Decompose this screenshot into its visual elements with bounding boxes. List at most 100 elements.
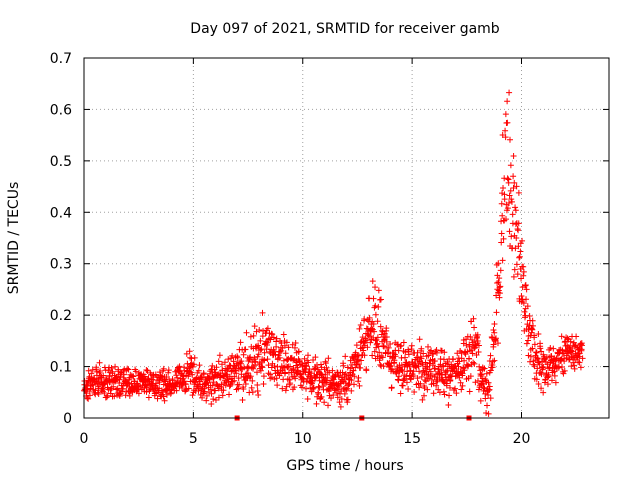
- data-point: [161, 397, 168, 404]
- data-point: [504, 119, 511, 126]
- data-point: [498, 239, 505, 246]
- data-point: [417, 380, 424, 387]
- data-point: [521, 308, 528, 315]
- data-point: [354, 356, 361, 363]
- data-point: [505, 199, 512, 206]
- data-point: [459, 370, 466, 377]
- data-point: [450, 356, 457, 363]
- data-point: [303, 363, 310, 370]
- data-point: [299, 384, 306, 391]
- data-point: [335, 372, 342, 379]
- data-point: [237, 339, 244, 346]
- data-point: [270, 334, 277, 341]
- data-point: [552, 379, 559, 386]
- data-point: [468, 336, 475, 343]
- data-point: [561, 358, 568, 365]
- data-point: [433, 382, 440, 389]
- y-tick-label: 0.7: [50, 51, 72, 67]
- data-point: [135, 390, 142, 397]
- data-point: [480, 381, 487, 388]
- data-point: [496, 284, 503, 291]
- data-point: [299, 363, 306, 370]
- data-point: [369, 278, 376, 285]
- data-point: [486, 383, 493, 390]
- data-point: [504, 205, 511, 212]
- chart-title: Day 097 of 2021, SRMTID for receiver gam…: [190, 21, 500, 37]
- data-point: [383, 334, 390, 341]
- data-point: [207, 386, 214, 393]
- data-point: [461, 357, 468, 364]
- data-point: [416, 384, 423, 391]
- data-point: [512, 207, 519, 214]
- data-point: [510, 153, 517, 160]
- data-point: [225, 356, 232, 363]
- data-point: [496, 275, 503, 282]
- data-point: [247, 354, 254, 361]
- plot-frame: [83, 57, 610, 419]
- data-point: [428, 347, 435, 354]
- data-point: [350, 367, 357, 374]
- data-point: [579, 342, 586, 349]
- data-point: [316, 384, 323, 391]
- data-point: [540, 389, 547, 396]
- data-point: [448, 361, 455, 368]
- data-point: [325, 355, 332, 362]
- data-point: [571, 362, 578, 369]
- y-tick-label: 0.3: [50, 257, 72, 273]
- data-point: [267, 336, 274, 343]
- data-point: [515, 189, 522, 196]
- data-point: [478, 371, 485, 378]
- data-point: [97, 368, 104, 375]
- data-point: [395, 373, 402, 380]
- data-point: [387, 363, 394, 370]
- data-point: [398, 342, 405, 349]
- data-point: [453, 390, 460, 397]
- data-point: [248, 384, 255, 391]
- data-point: [479, 378, 486, 385]
- data-point: [111, 393, 118, 400]
- data-point: [487, 352, 494, 359]
- data-point: [224, 365, 231, 372]
- data-point: [249, 377, 256, 384]
- data-point: [331, 386, 338, 393]
- data-point: [226, 391, 233, 398]
- data-point: [130, 373, 137, 380]
- data-point: [491, 329, 498, 336]
- data-point: [357, 322, 364, 329]
- data-point: [256, 327, 263, 334]
- data-point: [251, 323, 258, 330]
- data-point: [471, 324, 478, 331]
- data-point: [576, 359, 583, 366]
- data-point: [421, 392, 428, 399]
- data-point: [489, 364, 496, 371]
- data-point: [264, 356, 271, 363]
- data-point: [149, 381, 156, 388]
- data-point: [525, 337, 532, 344]
- data-point: [446, 392, 453, 399]
- data-point: [310, 384, 317, 391]
- data-point: [281, 342, 288, 349]
- data-point: [96, 359, 103, 366]
- data-point: [164, 388, 171, 395]
- data-point: [383, 325, 390, 332]
- data-point: [264, 339, 271, 346]
- data-point: [279, 385, 286, 392]
- data-point: [487, 395, 494, 402]
- data-point: [380, 363, 387, 370]
- data-point: [153, 380, 160, 387]
- y-tick-label: 0.1: [50, 360, 72, 376]
- data-point: [258, 346, 265, 353]
- data-point: [134, 380, 141, 387]
- data-point: [200, 371, 207, 378]
- data-point: [355, 361, 362, 368]
- data-point: [364, 344, 371, 351]
- data-point: [495, 279, 502, 286]
- data-point: [344, 399, 351, 406]
- data-point: [109, 368, 116, 375]
- data-point: [513, 183, 520, 190]
- data-point: [476, 363, 483, 370]
- data-point: [269, 352, 276, 359]
- data-point: [524, 303, 531, 310]
- data-point: [274, 382, 281, 389]
- data-point: [498, 200, 505, 207]
